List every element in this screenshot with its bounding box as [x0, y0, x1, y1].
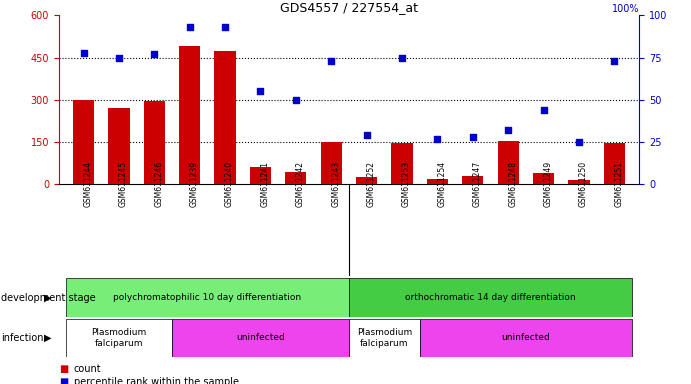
- Text: count: count: [74, 364, 102, 374]
- Text: GSM611249: GSM611249: [544, 161, 553, 207]
- Text: GSM611242: GSM611242: [296, 161, 305, 207]
- Text: GSM611247: GSM611247: [473, 161, 482, 207]
- Bar: [533, 173, 554, 184]
- Text: infection: infection: [1, 333, 44, 343]
- Point: [113, 55, 124, 61]
- Text: development stage: development stage: [1, 293, 96, 303]
- Point: [325, 58, 337, 64]
- Text: GSM611253: GSM611253: [402, 161, 411, 207]
- Bar: [349, 319, 419, 357]
- Text: GSM611244: GSM611244: [84, 161, 93, 207]
- Point: [78, 50, 89, 56]
- Text: ■: ■: [59, 364, 68, 374]
- Point: [502, 127, 513, 133]
- Bar: [604, 144, 625, 184]
- Text: uninfected: uninfected: [502, 333, 550, 343]
- Bar: [321, 142, 342, 184]
- Bar: [179, 46, 200, 184]
- Point: [609, 58, 620, 64]
- Bar: [108, 108, 129, 184]
- Text: ▶: ▶: [44, 333, 52, 343]
- Text: ▶: ▶: [44, 293, 52, 303]
- Point: [220, 24, 231, 30]
- Text: percentile rank within the sample: percentile rank within the sample: [74, 377, 239, 384]
- Bar: [462, 176, 484, 184]
- Text: GSM611243: GSM611243: [331, 161, 340, 207]
- Point: [467, 134, 478, 140]
- Text: polychromatophilic 10 day differentiation: polychromatophilic 10 day differentiatio…: [113, 293, 301, 302]
- Bar: [498, 141, 519, 184]
- Text: GSM611248: GSM611248: [508, 161, 518, 207]
- Bar: [285, 172, 307, 184]
- Title: GDS4557 / 227554_at: GDS4557 / 227554_at: [280, 1, 418, 14]
- Bar: [250, 167, 271, 184]
- Bar: [349, 278, 632, 317]
- Point: [290, 97, 301, 103]
- Text: GSM611250: GSM611250: [579, 161, 588, 207]
- Text: ■: ■: [59, 377, 68, 384]
- Point: [361, 132, 372, 138]
- Point: [184, 24, 196, 30]
- Text: GSM611246: GSM611246: [154, 161, 163, 207]
- Point: [574, 139, 585, 145]
- Bar: [73, 100, 94, 184]
- Point: [538, 107, 549, 113]
- Text: Plasmodium
falciparum: Plasmodium falciparum: [357, 328, 412, 348]
- Text: orthochromatic 14 day differentiation: orthochromatic 14 day differentiation: [405, 293, 576, 302]
- Text: GSM611252: GSM611252: [367, 161, 376, 207]
- Bar: [66, 319, 172, 357]
- Point: [397, 55, 408, 61]
- Text: GSM611241: GSM611241: [261, 161, 269, 207]
- Bar: [419, 319, 632, 357]
- Bar: [214, 51, 236, 184]
- Point: [149, 51, 160, 57]
- Text: GSM611251: GSM611251: [614, 161, 623, 207]
- Text: uninfected: uninfected: [236, 333, 285, 343]
- Point: [432, 136, 443, 142]
- Bar: [427, 179, 448, 184]
- Bar: [172, 319, 349, 357]
- Bar: [144, 101, 165, 184]
- Bar: [356, 177, 377, 184]
- Bar: [569, 180, 589, 184]
- Text: GSM611245: GSM611245: [119, 161, 128, 207]
- Text: Plasmodium
falciparum: Plasmodium falciparum: [91, 328, 146, 348]
- Point: [255, 88, 266, 94]
- Bar: [66, 278, 349, 317]
- Text: 100%: 100%: [612, 4, 639, 14]
- Text: GSM611239: GSM611239: [190, 161, 199, 207]
- Text: GSM611240: GSM611240: [225, 161, 234, 207]
- Bar: [391, 144, 413, 184]
- Text: GSM611254: GSM611254: [437, 161, 446, 207]
